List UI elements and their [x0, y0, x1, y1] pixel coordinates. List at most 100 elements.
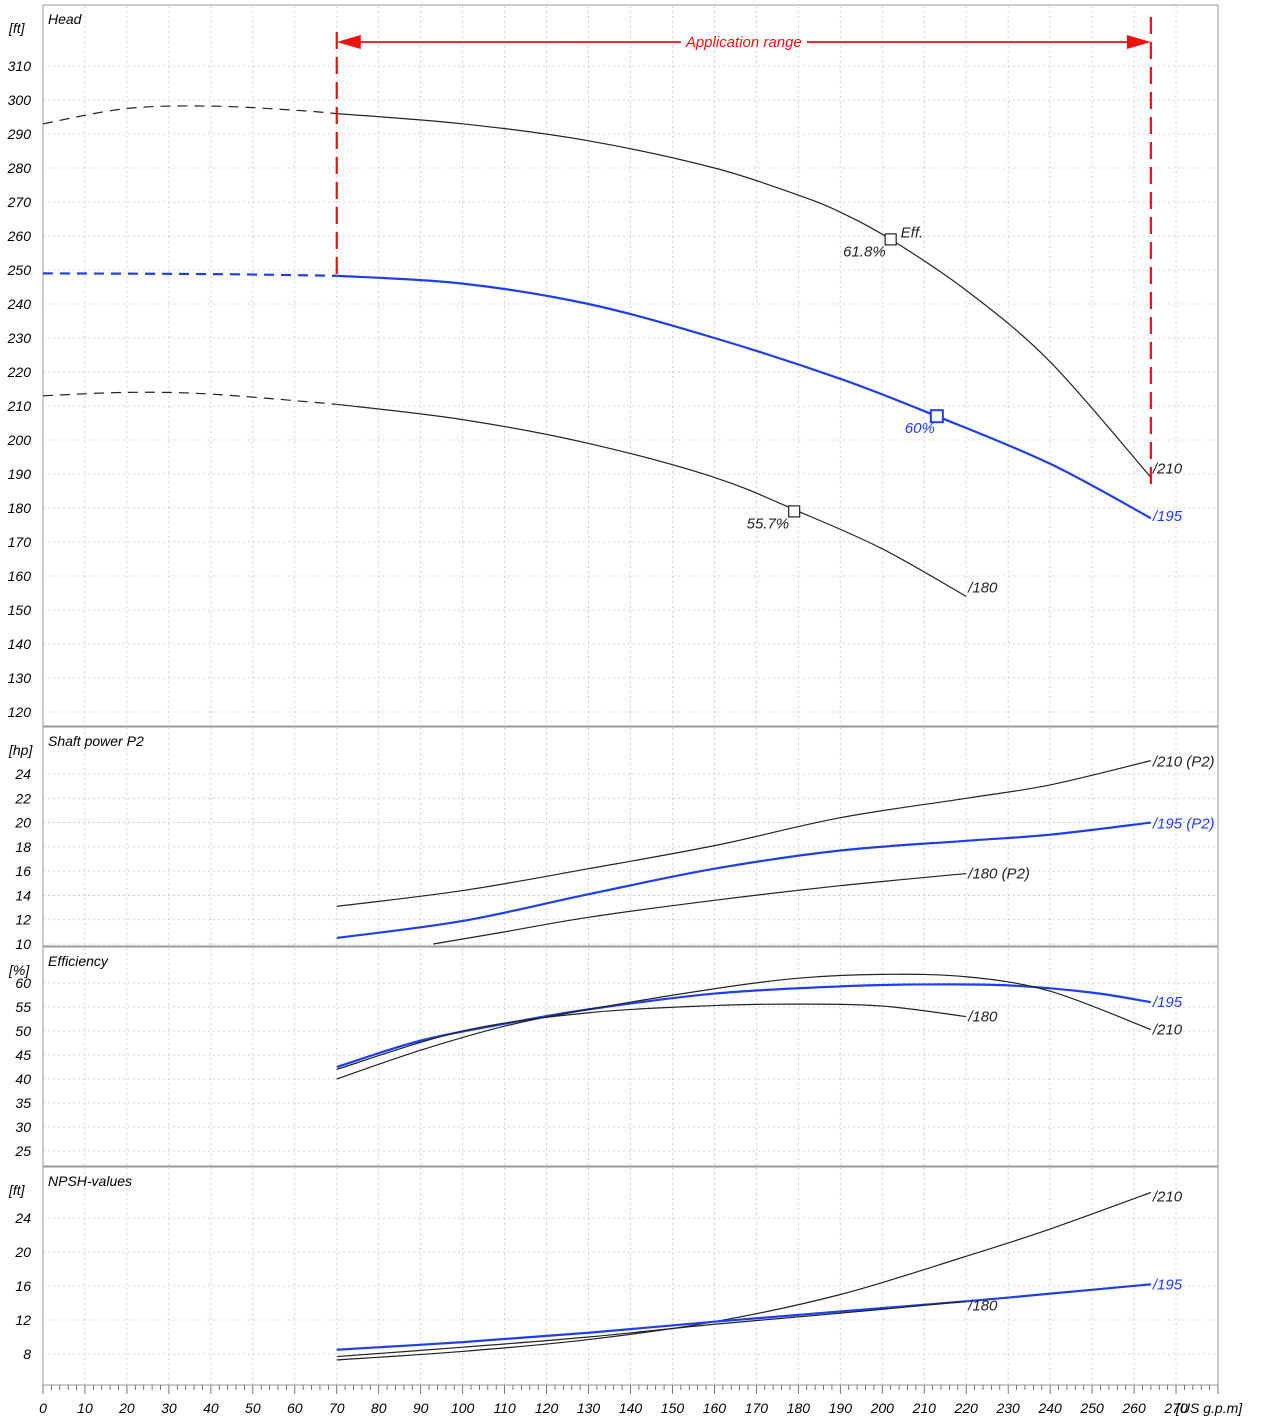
panel-title: Efficiency [48, 953, 109, 969]
curve-180 [336, 1300, 967, 1358]
arrowhead-right-icon [1126, 35, 1151, 49]
efficiency-marker [884, 233, 897, 246]
curve-195 [336, 983, 1152, 1069]
y-tick-label: 30 [15, 1119, 31, 1135]
y-tick-label: 25 [14, 1143, 31, 1159]
curve-195 [336, 1283, 1151, 1351]
efficiency-value-label: 55.7% [747, 515, 790, 532]
x-tick-label: 250 [1079, 1400, 1104, 1416]
y-tick-label: 24 [14, 1210, 31, 1226]
x-tick-label: 90 [413, 1400, 429, 1416]
series-label-210: /210 [1152, 1022, 1183, 1039]
x-tick-label: 200 [870, 1400, 895, 1416]
efficiency-marker [929, 409, 944, 424]
series-label-195: /195 [1152, 1276, 1183, 1293]
y-tick-label: 16 [15, 1278, 31, 1294]
y-tick-label: 310 [8, 58, 32, 74]
panel-frame [42, 4, 1219, 727]
y-tick-label: 220 [7, 364, 32, 380]
y-tick-label: 200 [7, 432, 32, 448]
panel-curves [336, 973, 1152, 1080]
curve-195 [336, 274, 1152, 520]
y-tick-label: 290 [7, 126, 32, 142]
y-tick-label: 16 [15, 863, 31, 879]
y-tick-label: 130 [8, 670, 32, 686]
y-tick-label: 8 [23, 1346, 31, 1362]
efficiency-note-label: Eff. [901, 224, 924, 241]
y-tick-label: 250 [7, 262, 32, 278]
y-tick-label: 120 [8, 704, 32, 720]
y-tick-label: 190 [8, 466, 32, 482]
x-tick-label: 180 [787, 1400, 811, 1416]
curve-180 [336, 1003, 967, 1070]
x-tick-label: 110 [493, 1400, 516, 1416]
y-tick-label: 280 [7, 160, 32, 176]
x-tick-label: 230 [995, 1400, 1020, 1416]
series-label-180: /180 [967, 579, 998, 596]
x-tick-label: 130 [577, 1400, 601, 1416]
y-tick-label: 12 [15, 912, 31, 928]
y-tick-label: 45 [15, 1047, 31, 1063]
application-range-label: Application range [685, 34, 802, 51]
x-tick-label: 240 [1037, 1400, 1062, 1416]
y-tick-label: 12 [15, 1312, 31, 1328]
y-tick-label: 150 [8, 602, 32, 618]
application-range: Application range [335, 17, 1152, 488]
panel-efficiency: 25 30 35 40 45 50 55 60[%] Efficiency/195/210/18… [8, 946, 1219, 1167]
y-unit-label: [hp] [8, 742, 33, 758]
y-tick-label: 210 [7, 398, 32, 414]
y-unit-label: [ft] [8, 1182, 26, 1198]
efficiency-marker [788, 505, 801, 518]
y-tick-label: 160 [8, 568, 32, 584]
series-label-195: /195 [1152, 994, 1183, 1011]
y-tick-label: 180 [8, 500, 32, 516]
curve-210P2 [336, 760, 1152, 907]
x-tick-label: 20 [118, 1400, 135, 1416]
arrowhead-left-icon [336, 35, 361, 49]
curve-180 [336, 403, 967, 597]
y-tick-label: 20 [14, 1244, 31, 1260]
panel-frame [42, 946, 1219, 1167]
x-tick-label: 10 [77, 1400, 93, 1416]
y-tick-label: 14 [15, 887, 31, 903]
series-label-180: /180 [967, 1009, 998, 1026]
x-axis: 0 10 20 30 40 50 60 70 80 90 100 110 120 130 140 150 160… [39, 1385, 1243, 1416]
x-tick-label: 170 [745, 1400, 769, 1416]
x-tick-label: 120 [535, 1400, 559, 1416]
y-tick-label: 170 [8, 534, 32, 550]
x-tick-label: 210 [912, 1400, 937, 1416]
x-tick-label: 270 [1163, 1400, 1188, 1416]
y-unit-label: [ft] [8, 20, 26, 36]
series-label-210P2: /210 (P2) [1152, 754, 1215, 771]
series-label-195: /195 [1152, 508, 1183, 525]
curve-210 [336, 113, 1152, 478]
panel-title: Shaft power P2 [48, 733, 144, 749]
panel-power: 10 12 14 16 18 20 22 24 [hp] Shaft power P2/210 (… [8, 726, 1219, 952]
panel-head: 120 130 140 150 160 170 180 190 200 210 220 230 240 2… [7, 4, 1219, 727]
x-tick-label: 70 [329, 1400, 345, 1416]
y-tick-label: 270 [7, 194, 32, 210]
y-tick-label: 260 [7, 228, 32, 244]
x-tick-label: 50 [245, 1400, 261, 1416]
x-tick-label: 80 [371, 1400, 387, 1416]
panel-curves [336, 760, 1152, 945]
curve-195P2 [336, 821, 1151, 940]
x-tick-label: 150 [661, 1400, 685, 1416]
efficiency-value-label: 60% [905, 420, 935, 437]
panel-frame [42, 726, 1219, 947]
y-tick-label: 300 [8, 92, 32, 108]
panel-title: NPSH-values [48, 1173, 132, 1189]
series-label-180: /180 [967, 1297, 998, 1314]
x-tick-label: 140 [619, 1400, 643, 1416]
x-tick-label: 190 [829, 1400, 853, 1416]
x-unit-label: [US g.p.m] [1175, 1400, 1243, 1416]
x-tick-label: 160 [703, 1400, 727, 1416]
y-tick-label: 24 [14, 766, 31, 782]
curve-195-dashed [43, 272, 337, 277]
y-tick-label: 35 [15, 1095, 31, 1111]
panel-curves [336, 1191, 1152, 1361]
y-tick-label: 55 [15, 999, 31, 1015]
y-tick-label: 40 [15, 1071, 31, 1087]
y-tick-label: 20 [14, 815, 31, 831]
panel-curves [43, 105, 1152, 597]
